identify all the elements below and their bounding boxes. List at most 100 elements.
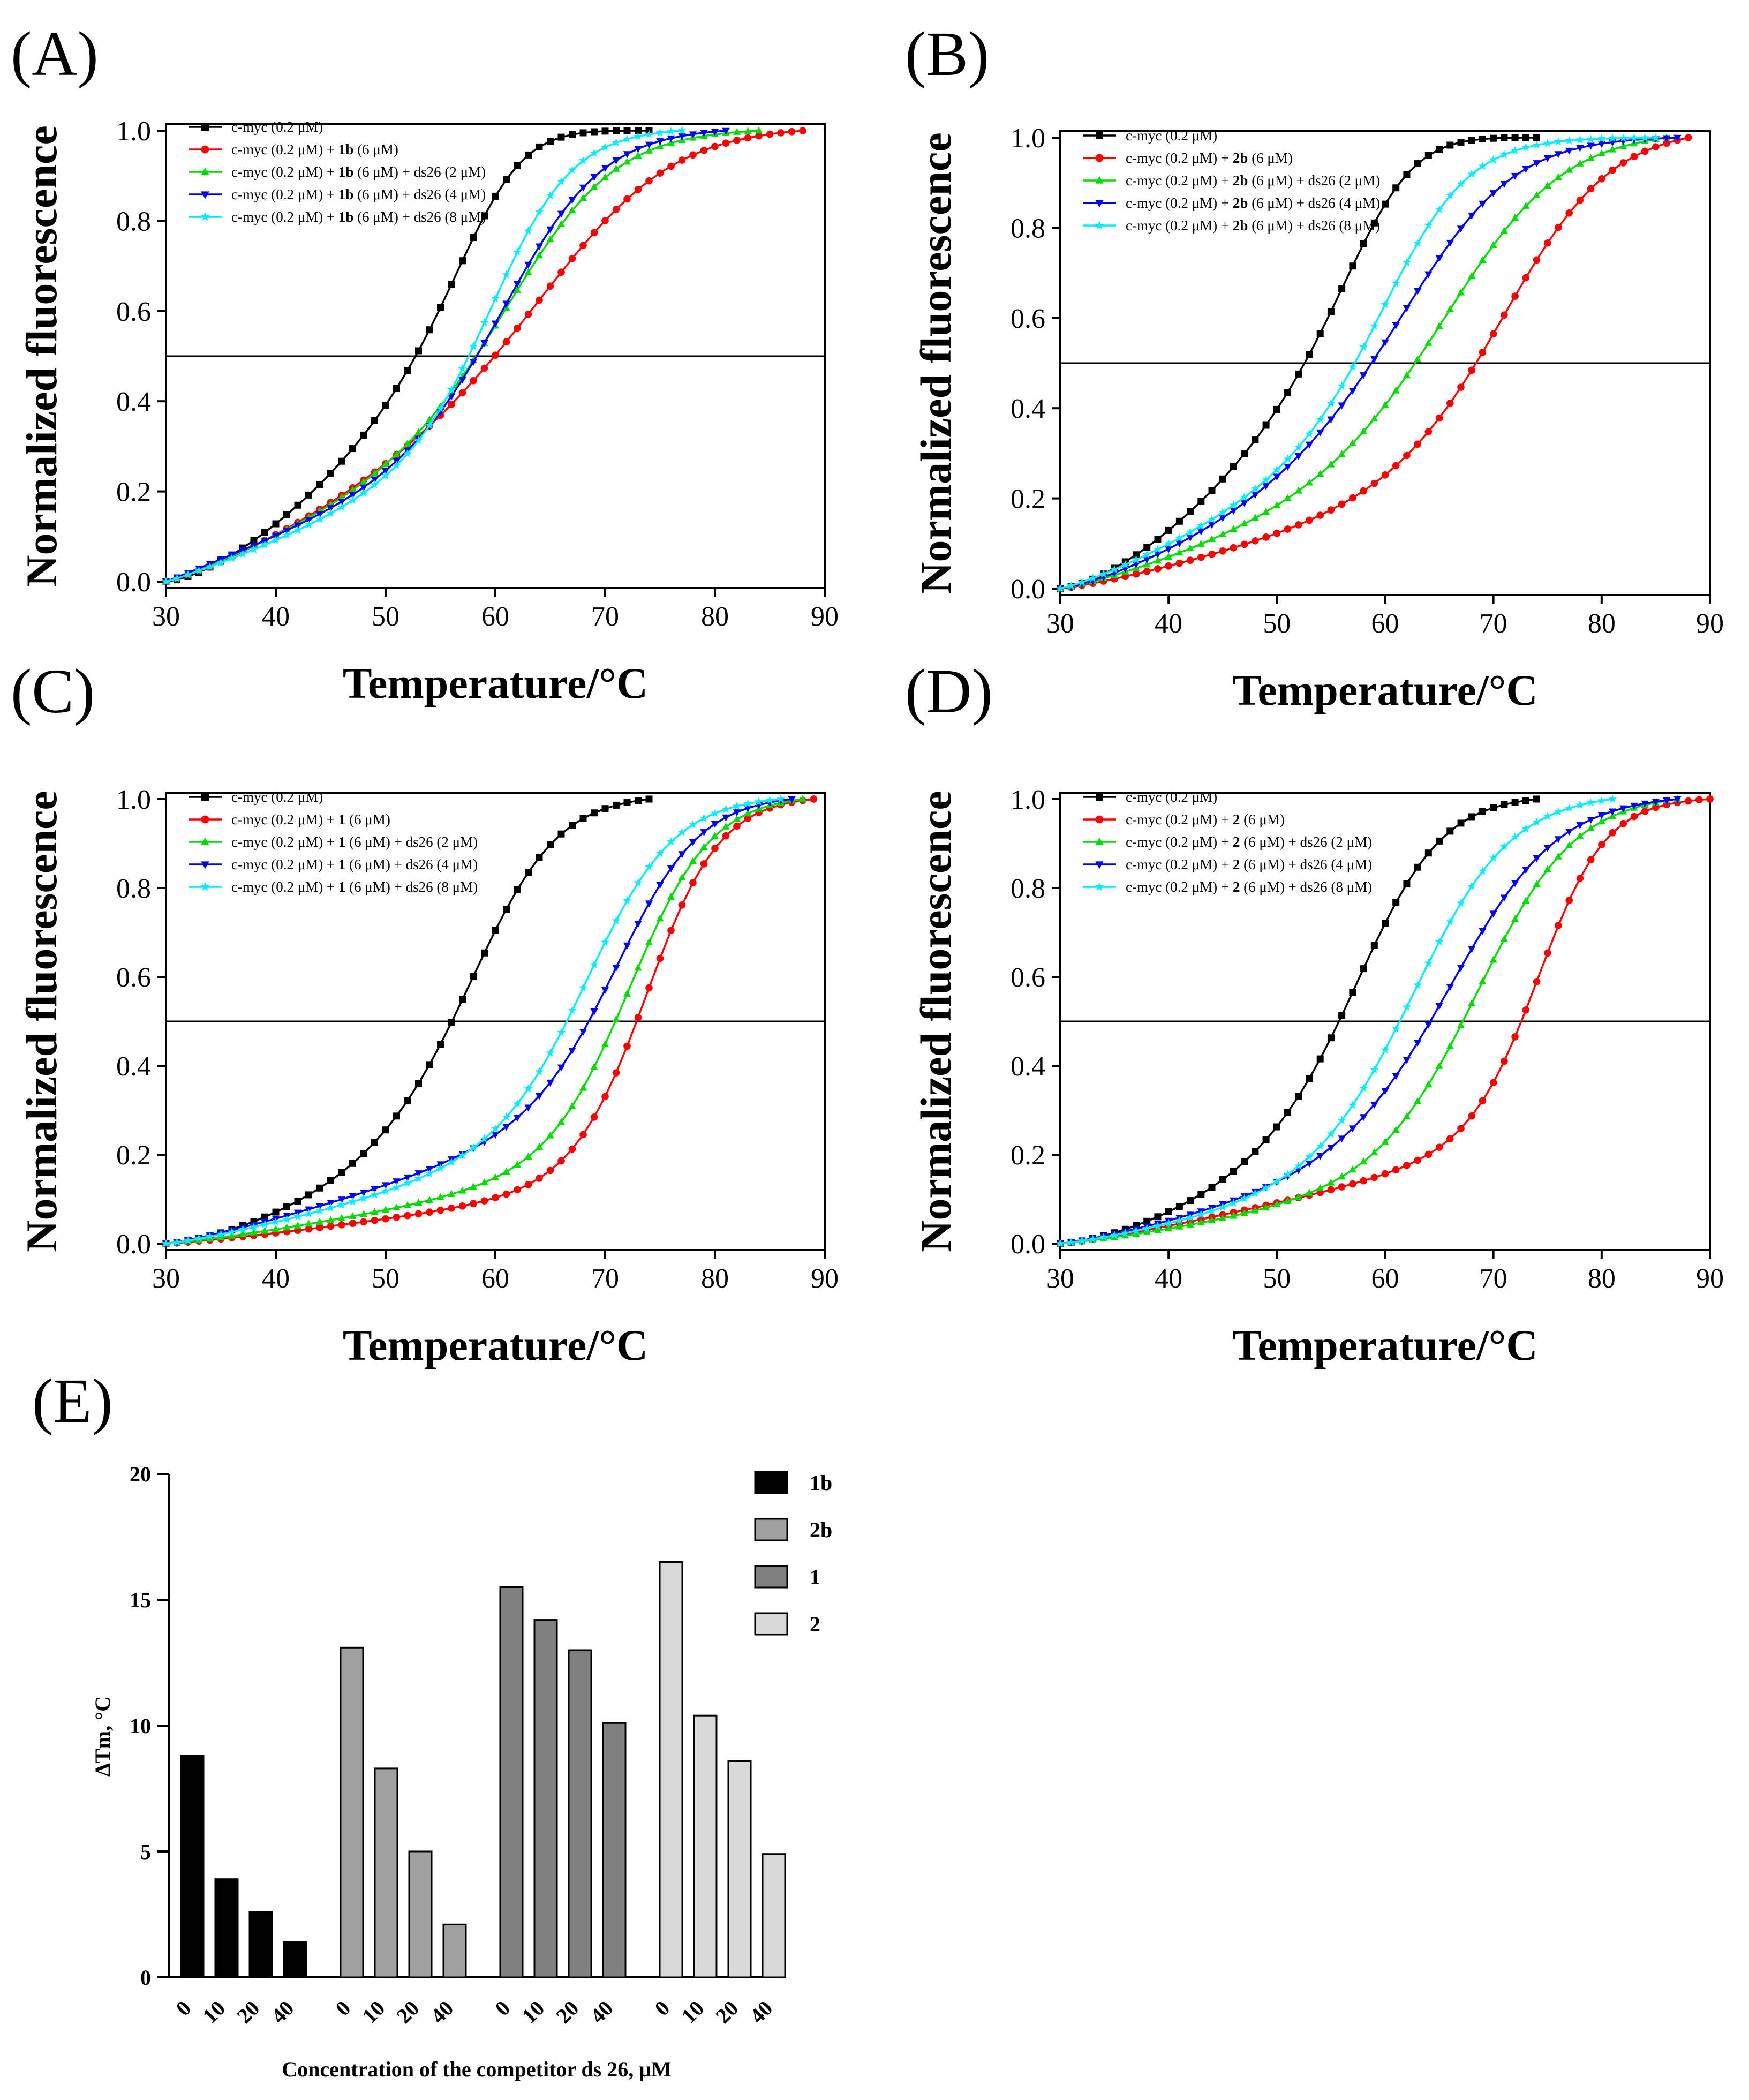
data-point — [1565, 147, 1573, 155]
legend-marker — [201, 861, 209, 869]
data-point — [1555, 223, 1562, 231]
category-label: 20 — [232, 1996, 264, 2028]
data-point — [260, 1220, 269, 1229]
data-point — [1489, 1079, 1497, 1087]
x-tick-label: 40 — [262, 601, 290, 632]
data-point — [645, 130, 653, 138]
data-point — [1608, 808, 1617, 816]
data-point — [1348, 1101, 1357, 1109]
data-point — [172, 1238, 182, 1246]
data-point — [765, 795, 774, 804]
category-label: 40 — [426, 1996, 458, 2028]
data-point — [1684, 134, 1692, 141]
data-point — [1295, 370, 1302, 378]
data-point — [1641, 147, 1649, 155]
x-tick-label: 30 — [1046, 608, 1074, 639]
data-point — [677, 827, 687, 836]
data-point — [1088, 1235, 1097, 1243]
data-point — [1197, 528, 1205, 536]
data-point — [503, 176, 510, 183]
data-point — [1500, 180, 1509, 188]
data-point — [447, 393, 456, 401]
x-axis-title: Temperature/°C — [343, 659, 648, 707]
data-point — [1468, 813, 1475, 821]
data-point — [1391, 1024, 1400, 1033]
data-point — [502, 300, 510, 308]
data-point — [448, 1205, 455, 1212]
data-point — [1533, 134, 1541, 141]
data-point — [1597, 796, 1606, 804]
data-point — [1403, 1162, 1411, 1169]
data-point — [1165, 526, 1172, 534]
data-point — [1316, 1055, 1324, 1063]
data-point — [733, 801, 741, 810]
data-point — [1294, 453, 1302, 460]
data-point — [524, 1152, 532, 1160]
data-point — [557, 268, 565, 276]
legend-label: c-myc (0.2 μM) + 1b (6 μM) + ds26 (2 μM) — [231, 164, 486, 180]
data-point — [547, 841, 554, 848]
data-point — [711, 821, 719, 828]
x-tick-label: 50 — [1263, 1263, 1291, 1294]
series-4 — [1056, 133, 1660, 592]
data-point — [1468, 946, 1476, 953]
legend-swatch — [754, 1518, 788, 1541]
data-point — [1435, 937, 1444, 946]
data-point — [1219, 475, 1226, 483]
data-point — [459, 996, 466, 1003]
data-point — [370, 480, 379, 488]
data-point — [481, 949, 488, 957]
data-point — [1608, 133, 1617, 142]
data-point — [536, 143, 543, 150]
data-point — [1575, 800, 1585, 809]
data-point — [513, 247, 522, 256]
data-point — [1218, 508, 1227, 516]
data-point — [381, 460, 390, 468]
data-point — [645, 141, 653, 149]
data-point — [700, 130, 708, 137]
data-point — [535, 251, 544, 259]
data-point — [1219, 530, 1227, 537]
data-point — [678, 873, 686, 880]
data-point — [1457, 139, 1465, 146]
data-point — [798, 795, 807, 802]
data-point — [469, 1183, 478, 1190]
data-point — [1164, 539, 1173, 548]
data-point — [437, 304, 444, 311]
data-point — [206, 1232, 214, 1240]
data-point — [677, 126, 687, 134]
y-tick-label: 0.4 — [116, 387, 151, 417]
data-point — [1143, 560, 1151, 568]
data-point — [579, 1028, 587, 1036]
y-axis-title: ΔTm, °C — [91, 1696, 115, 1777]
data-point — [1143, 1228, 1151, 1236]
data-point — [1273, 1123, 1280, 1131]
data-point — [524, 1180, 532, 1188]
data-point — [1576, 832, 1584, 839]
legend: c-myc (0.2 μM) c-myc (0.2 μM) + 2b (6 μM)… — [1083, 127, 1380, 234]
data-point — [1121, 560, 1130, 569]
series-0 — [162, 795, 653, 1247]
data-point — [579, 1131, 587, 1139]
data-point — [1500, 894, 1509, 902]
data-point — [579, 242, 587, 249]
data-point — [426, 1061, 433, 1068]
data-point — [470, 234, 477, 242]
data-point — [162, 577, 170, 585]
data-point — [250, 1222, 258, 1231]
data-point — [711, 845, 719, 852]
data-point — [448, 1019, 455, 1026]
data-point — [260, 540, 269, 549]
legend-marker — [201, 167, 209, 175]
data-point — [403, 439, 412, 447]
data-point — [1532, 817, 1541, 826]
x-tick-label: 60 — [1371, 608, 1399, 639]
data-point — [426, 326, 433, 334]
data-point — [1273, 529, 1281, 537]
data-point — [1489, 853, 1498, 862]
data-point — [1284, 1196, 1292, 1204]
data-point — [415, 1080, 422, 1087]
data-point — [283, 1223, 291, 1231]
data-point — [381, 1206, 390, 1213]
data-point — [1565, 803, 1574, 812]
